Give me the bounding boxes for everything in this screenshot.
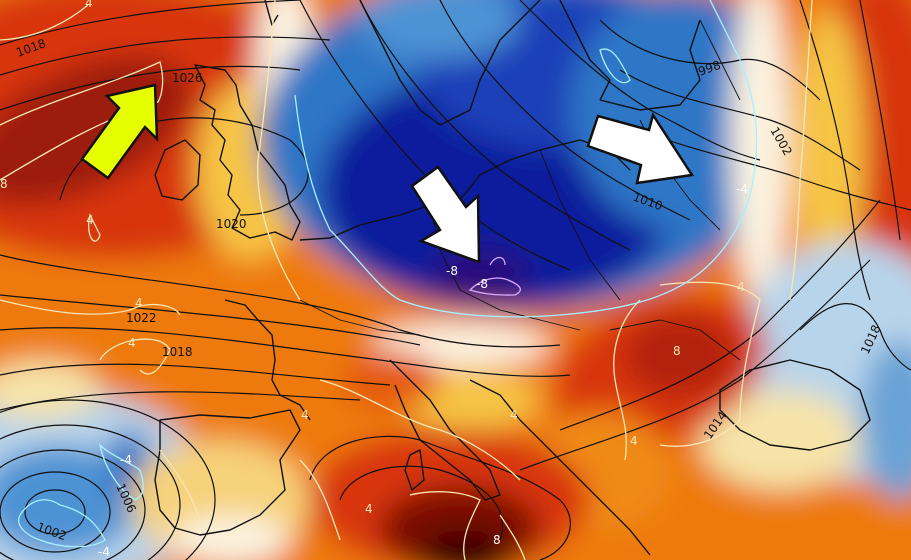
isotherm-label: 4 xyxy=(630,434,638,448)
isotherm-label: 4 xyxy=(135,296,143,310)
isotherms-cold xyxy=(18,0,758,548)
isobar-label: 1026 xyxy=(172,71,203,85)
isobar-label: 1020 xyxy=(216,217,247,231)
isotherm-cold-core xyxy=(468,256,521,296)
isotherm-label: 4 xyxy=(85,0,93,10)
isotherm-label: 4 xyxy=(128,336,136,350)
isobar-label: 1022 xyxy=(126,311,157,325)
isotherm-label: 8 xyxy=(493,533,501,547)
isobar-label: 1018 xyxy=(162,345,193,359)
isotherm-label: 4 xyxy=(737,280,745,294)
isotherm-label: 4 xyxy=(510,408,518,422)
isotherm-label: 4 xyxy=(365,502,373,516)
yellow-arrow-icon xyxy=(80,83,159,180)
isotherm-label: -8 xyxy=(476,277,488,291)
isotherm-label: 4 xyxy=(86,213,94,227)
isotherm-label: 8 xyxy=(0,177,8,191)
isotherms-warm xyxy=(0,0,813,560)
white-arrow-down-icon xyxy=(410,165,481,264)
white-arrow-right-icon xyxy=(586,111,695,185)
coastlines xyxy=(154,0,871,556)
isotherm-label: -4 xyxy=(736,182,748,196)
isotherm-label: 8 xyxy=(673,344,681,358)
isotherm-label: -4 xyxy=(98,545,110,559)
isotherm-label: -8 xyxy=(446,264,458,278)
isotherm-label: -4 xyxy=(120,453,132,467)
isotherm-labels: 4 8 4 4 4 -4 -8 -8 4 8 4 4 4 4 8 -4 -4 xyxy=(0,0,748,559)
isotherm-label: 4 xyxy=(301,408,309,422)
